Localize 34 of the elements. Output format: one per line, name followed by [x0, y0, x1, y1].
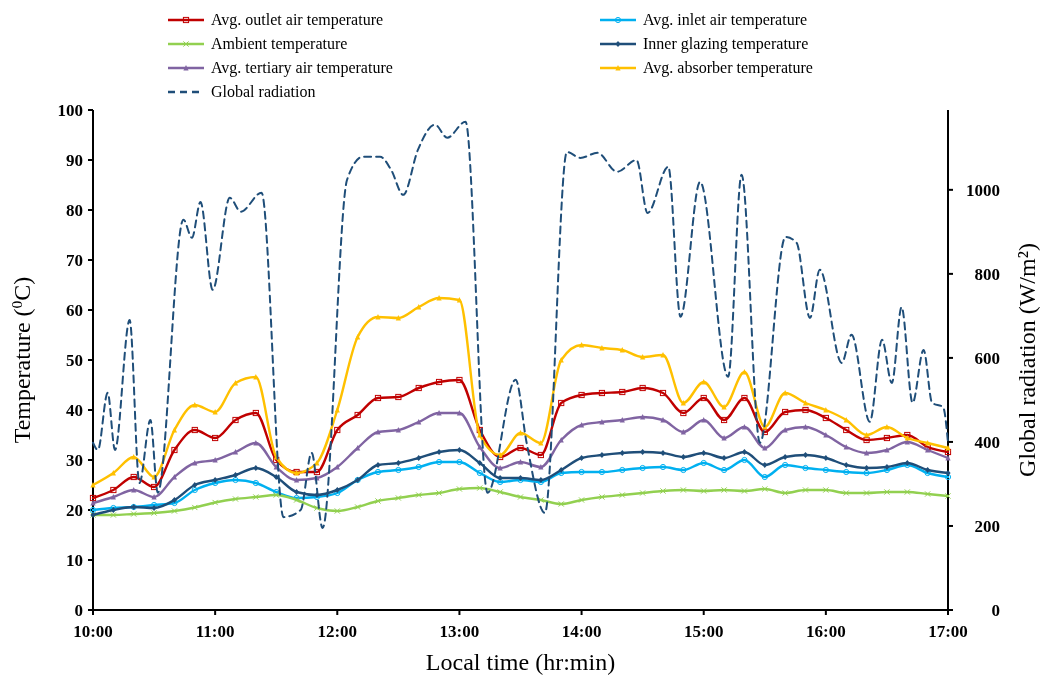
x-tick-label: 17:00 — [928, 622, 968, 641]
y2-tick-label: 800 — [974, 264, 1000, 284]
x-tick-label: 11:00 — [195, 622, 235, 641]
y2-tick-label: 0 — [991, 601, 1000, 620]
y-tick-label: 90 — [66, 151, 83, 170]
x-tick-label: 14:00 — [561, 622, 602, 641]
legend-label: Inner glazing temperature — [643, 35, 809, 53]
y-tick-label: 80 — [66, 201, 83, 220]
y2-tick-label: 600 — [974, 348, 1000, 368]
y-tick-label: 20 — [66, 501, 83, 520]
legend-label: Avg. tertiary air temperature — [211, 59, 393, 77]
y-tick-label: 100 — [57, 101, 83, 120]
legend-label: Global radiation — [211, 83, 316, 100]
y2-tick-label: 400 — [974, 432, 1000, 452]
x-axis-title: Local time (hr:min) — [425, 649, 616, 675]
x-tick-label: 13:00 — [439, 622, 480, 641]
x-tick-label: 12:00 — [317, 622, 358, 641]
y2-tick-label: 200 — [974, 516, 1000, 536]
y-tick-label: 30 — [66, 451, 83, 470]
x-tick-label: 15:00 — [683, 622, 724, 641]
y-tick-label: 40 — [66, 401, 83, 420]
legend-label: Avg. inlet air temperature — [643, 11, 808, 29]
y-tick-label: 70 — [66, 251, 83, 270]
x-tick-label: 10:00 — [73, 622, 113, 641]
y-tick-label: 60 — [66, 301, 83, 320]
y2-axis-title: Global radiation (W/m²) — [1014, 243, 1040, 477]
legend-label: Avg. outlet air temperature — [211, 11, 384, 29]
y-tick-label: 50 — [66, 351, 83, 370]
y-tick-label: 10 — [66, 551, 83, 570]
y2-tick-label: 1000 — [966, 180, 1000, 200]
y-tick-label: 0 — [74, 601, 83, 620]
legend-label: Ambient temperature — [211, 35, 348, 53]
x-tick-label: 16:00 — [806, 622, 846, 641]
legend-label: Avg. absorber temperature — [643, 59, 813, 77]
